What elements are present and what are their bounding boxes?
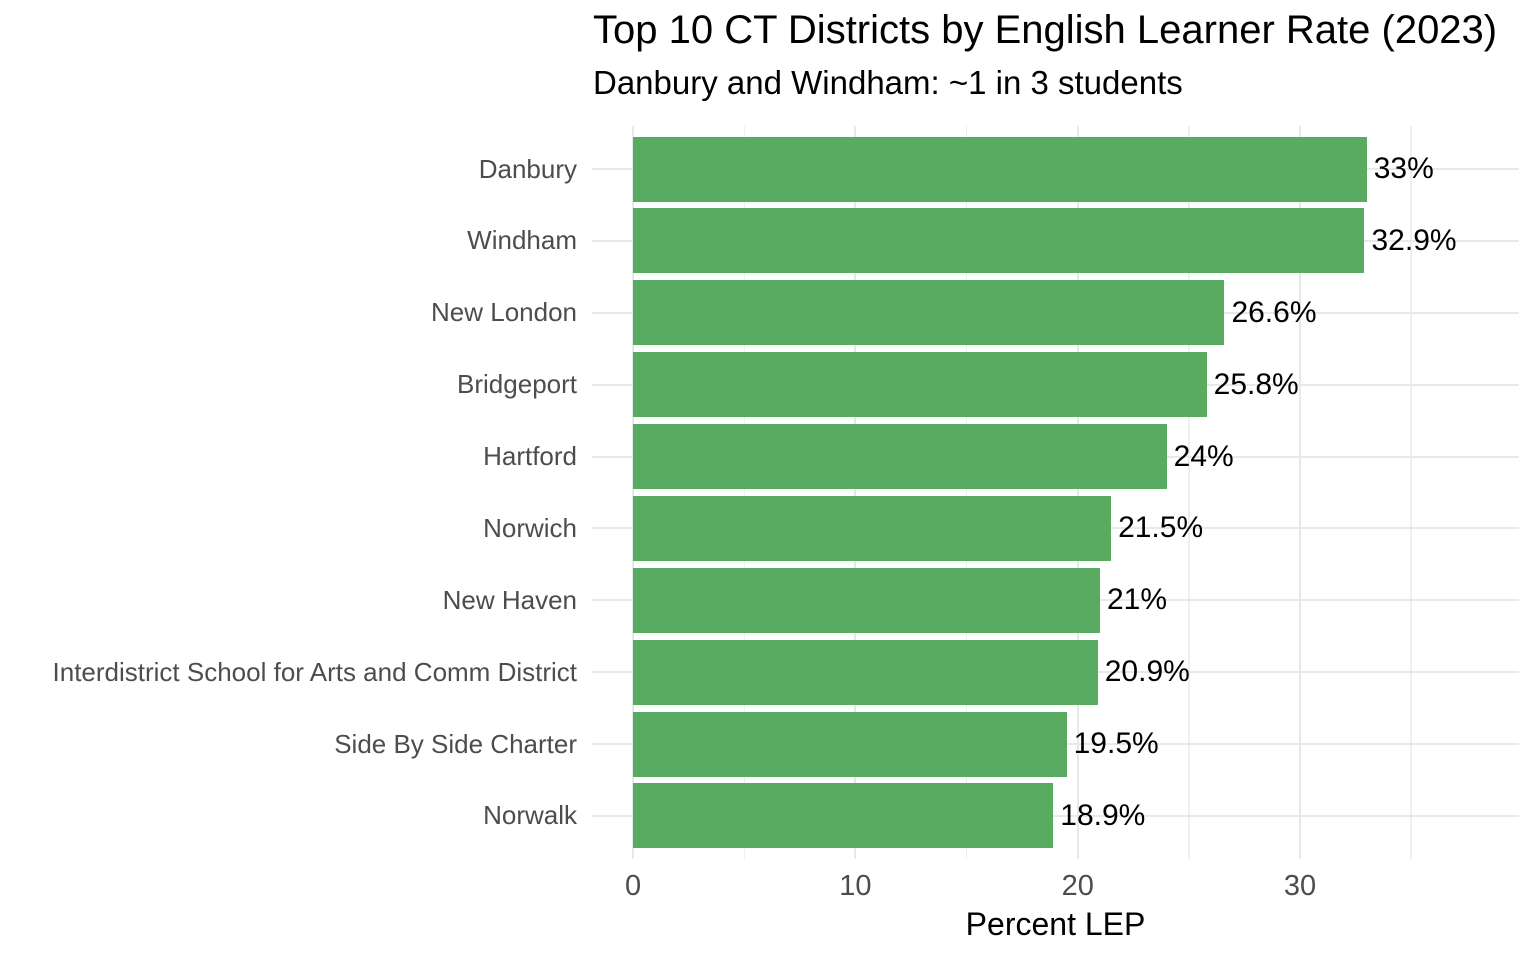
bar — [633, 208, 1365, 274]
y-axis-label: New London — [0, 294, 577, 332]
y-axis-label-text: New London — [431, 297, 577, 328]
gridline-major-vertical — [632, 126, 635, 859]
x-tick-label: 10 — [839, 870, 872, 902]
gridline-minor-vertical — [1410, 126, 1412, 859]
chart-subtitle: Danbury and Windham: ~1 in 3 students — [593, 64, 1183, 101]
y-axis-label-text: Windham — [467, 225, 577, 256]
bar-value-label: 32.9% — [1371, 223, 1457, 257]
bar — [633, 567, 1100, 633]
y-axis-label-text: New Haven — [442, 584, 577, 615]
bar — [633, 280, 1225, 346]
bar-value-label: 20.9% — [1104, 655, 1190, 689]
bar — [633, 495, 1112, 561]
gridline-major-horizontal — [592, 814, 1519, 817]
bar — [633, 639, 1098, 705]
y-axis-label: Interdistrict School for Arts and Comm D… — [0, 653, 577, 691]
y-axis-label-text: Norwalk — [483, 800, 577, 831]
y-axis-label-text: Side By Side Charter — [334, 728, 577, 759]
gridline-minor-vertical — [1188, 126, 1190, 859]
y-axis-label: Danbury — [0, 150, 577, 188]
y-axis-label-text: Interdistrict School for Arts and Comm D… — [52, 656, 577, 687]
gridline-minor-vertical — [743, 126, 746, 859]
bar-value-label: 24% — [1173, 439, 1234, 473]
y-axis-label-text: Norwich — [483, 512, 577, 543]
chart-title: Top 10 CT Districts by English Learner R… — [593, 8, 1498, 52]
y-axis-label: Side By Side Charter — [0, 725, 577, 763]
y-axis-label: Bridgeport — [0, 366, 577, 404]
bar-value-label: 33% — [1373, 152, 1434, 186]
x-axis-title: Percent LEP — [965, 906, 1146, 942]
plot-panel: 33% 32.9% 26.6% 25.8% 24% 21.5% 21% 20.9% 19.5% 1… — [592, 126, 1519, 859]
bar — [633, 711, 1067, 777]
y-axis-label: New Haven — [0, 581, 577, 619]
y-axis-label-text: Bridgeport — [457, 369, 577, 400]
bar-value-label: 19.5% — [1073, 727, 1159, 761]
y-axis-label: Norwich — [0, 509, 577, 547]
bar — [633, 352, 1207, 418]
y-axis-label: Norwalk — [0, 797, 577, 835]
y-axis-label-text: Hartford — [483, 441, 577, 472]
bar — [633, 783, 1054, 849]
bar-value-label: 21.5% — [1118, 511, 1204, 545]
y-axis-label: Hartford — [0, 438, 577, 476]
x-tick-label: 20 — [1061, 870, 1094, 902]
x-tick-label: 0 — [625, 870, 642, 902]
gridline-major-vertical — [1076, 126, 1079, 859]
bar-value-label: 21% — [1106, 583, 1167, 617]
bar — [633, 136, 1367, 202]
bar — [633, 424, 1167, 490]
gridline-major-vertical — [1299, 126, 1302, 859]
gridline-minor-vertical — [965, 126, 968, 859]
gridline-major-vertical — [854, 126, 857, 859]
bar-value-label: 25.8% — [1213, 367, 1299, 401]
x-tick-label: 30 — [1283, 870, 1317, 902]
y-axis-label: Windham — [0, 222, 577, 260]
bar-value-label: 18.9% — [1060, 798, 1146, 832]
y-axis-label-text: Danbury — [478, 153, 577, 184]
bar-value-label: 26.6% — [1231, 295, 1317, 329]
